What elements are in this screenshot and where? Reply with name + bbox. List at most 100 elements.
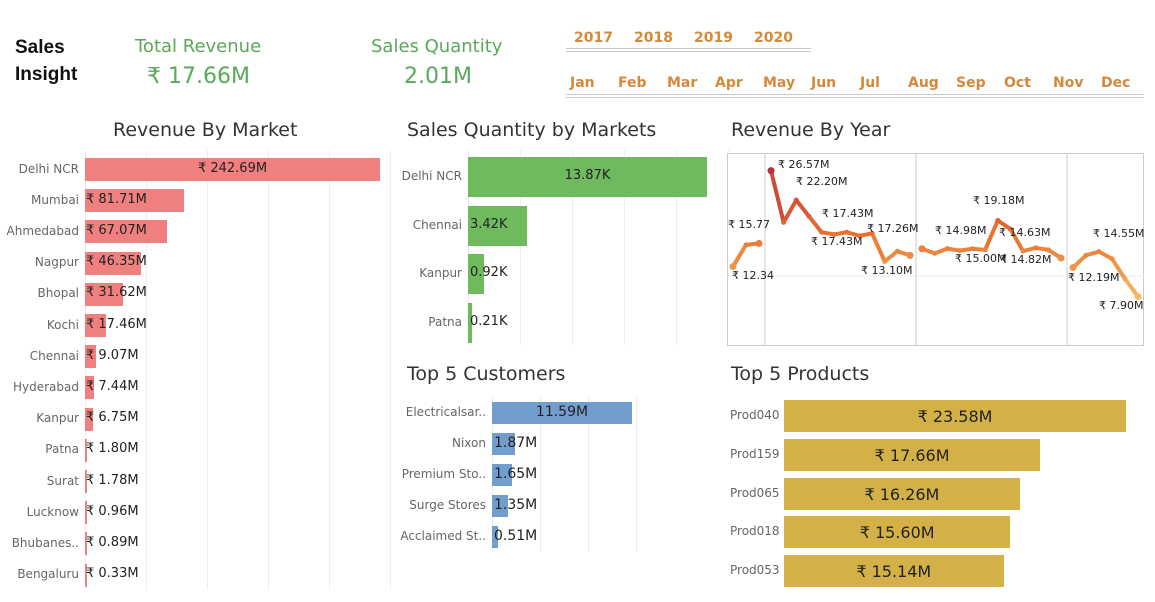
year-option-2018[interactable]: 2018 [634,30,673,46]
category-label: Delhi NCR [18,161,79,176]
value-label: ₹ 23.58M [917,407,993,426]
bar [492,526,499,548]
data-point [1045,247,1051,253]
data-point [906,251,914,259]
value-label: 13.87K [564,168,611,183]
category-label: Bhubanes.. [11,535,79,550]
revenue-by-market-title: Revenue By Market [113,119,298,141]
month-filter-underline [566,94,1144,95]
value-label: 0.51M [494,528,538,544]
bar [784,438,1041,471]
point-label: ₹ 17.43M [822,207,873,220]
point-label: ₹ 14.55M [1093,227,1144,240]
month-option-mar[interactable]: Mar [667,75,698,91]
month-option-jan[interactable]: Jan [570,75,595,91]
value-label: ₹ 0.89M [86,534,139,550]
kpi-total-revenue-value: ₹ 17.66M [147,64,250,89]
data-point [793,197,799,203]
data-point [819,229,825,235]
month-option-jul[interactable]: Jul [860,75,880,91]
bar [468,157,707,197]
gridline [624,150,625,345]
data-point [856,233,862,239]
point-label: ₹ 22.20M [796,175,847,188]
plot-frame [727,153,1144,346]
data-point [1109,256,1115,262]
dashboard-title: Sales Insight [15,37,78,85]
bar [85,532,87,556]
revenue-by-year-chart: ₹ 15.77 ₹ 12.34 ₹ 26.57M ₹ 22.20M ₹ 17.43M ₹ … [727,153,1144,346]
month-option-aug[interactable]: Aug [908,75,939,91]
bar [492,402,632,424]
bar [468,302,472,343]
line-segment [781,198,799,225]
month-filter-underline-2 [566,97,1144,98]
year-option-2020[interactable]: 2020 [754,30,793,46]
month-option-jun[interactable]: Jun [811,75,837,91]
year-filter: 2017 2018 2019 2020 [566,27,811,53]
month-option-apr[interactable]: Apr [715,75,743,91]
gridline [268,150,269,590]
year-option-2019[interactable]: 2019 [694,30,733,46]
value-label: ₹ 9.07M [86,347,139,363]
category-label: Patna [45,442,79,457]
point-label: ₹ 14.63M [999,226,1050,239]
bar [85,407,94,431]
month-option-feb[interactable]: Feb [618,75,647,91]
category-label: Surge Stores [409,498,486,512]
data-point [982,247,988,253]
category-label: Prod040 [730,408,780,422]
month-option-dec[interactable]: Dec [1101,75,1131,91]
point-label: ₹ 13.10M [861,264,912,277]
data-point [729,263,737,271]
bar [492,495,509,517]
bar [85,220,167,244]
line-segment [794,198,811,219]
category-label: Nixon [452,436,486,450]
category-label: Bengaluru [17,567,79,582]
bar [85,563,87,587]
bar [85,251,142,275]
point-label: ₹ 15.00M [955,252,1006,265]
bar [784,555,1004,588]
category-label: Kanpur [419,266,462,280]
gridline [207,150,208,590]
category-label: Chennai [29,348,79,363]
sales-qty-by-markets-title: Sales Quantity by Markets [407,119,657,141]
value-label: ₹ 16.26M [864,484,940,504]
data-point [1033,245,1039,251]
value-label: 1.87M [494,435,538,451]
year-option-2017[interactable]: 2017 [574,30,613,46]
value-label: ₹ 17.66M [874,445,950,465]
category-label: Prod018 [730,524,780,539]
value-label: 0.21K [470,313,508,329]
month-option-oct[interactable]: Oct [1004,75,1031,91]
bar [85,314,107,337]
month-option-may[interactable]: May [763,75,796,91]
year-filter-underline [566,48,811,49]
bar [85,282,124,306]
line-segment [983,218,1000,252]
data-point [932,250,938,256]
value-label: 1.65M [494,466,538,482]
data-point [957,248,963,254]
bar [468,205,527,246]
month-option-nov[interactable]: Nov [1053,75,1084,91]
point-label: ₹ 7.90M [1099,299,1143,312]
value-label: 1.35M [494,497,538,513]
bar [784,516,1011,549]
gridline [572,150,573,345]
gridline [146,150,147,590]
data-point [970,246,976,252]
category-label: Ahmedabad [6,223,79,238]
month-filter: Jan Feb Mar Apr May Jun Jul Aug Sep Oct … [566,72,1146,98]
point-label: ₹ 15.77 [728,218,770,231]
line-segment [731,242,748,269]
category-label: Acclaimed St.. [400,529,486,543]
month-option-sep[interactable]: Sep [956,75,986,91]
data-point [944,246,950,252]
gridline [588,395,589,552]
point-label: ₹ 14.82M [1000,253,1051,266]
data-point [1096,249,1102,255]
data-point [995,217,1001,223]
